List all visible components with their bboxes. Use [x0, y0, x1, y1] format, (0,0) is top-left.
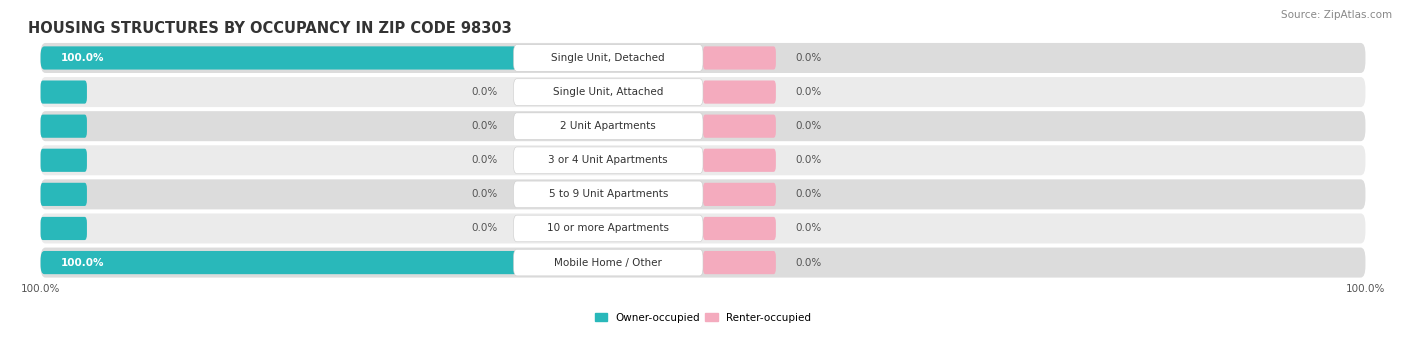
- Text: Single Unit, Attached: Single Unit, Attached: [553, 87, 664, 97]
- FancyBboxPatch shape: [41, 43, 1365, 73]
- Text: Source: ZipAtlas.com: Source: ZipAtlas.com: [1281, 10, 1392, 20]
- Legend: Owner-occupied, Renter-occupied: Owner-occupied, Renter-occupied: [591, 309, 815, 327]
- Text: Single Unit, Detached: Single Unit, Detached: [551, 53, 665, 63]
- FancyBboxPatch shape: [703, 183, 776, 206]
- Text: 2 Unit Apartments: 2 Unit Apartments: [561, 121, 657, 131]
- FancyBboxPatch shape: [41, 179, 1365, 209]
- FancyBboxPatch shape: [41, 149, 87, 172]
- Text: 3 or 4 Unit Apartments: 3 or 4 Unit Apartments: [548, 155, 668, 165]
- FancyBboxPatch shape: [41, 251, 517, 274]
- FancyBboxPatch shape: [41, 145, 1365, 175]
- FancyBboxPatch shape: [513, 147, 703, 174]
- Text: 0.0%: 0.0%: [796, 87, 823, 97]
- FancyBboxPatch shape: [703, 251, 776, 274]
- Text: 0.0%: 0.0%: [796, 257, 823, 268]
- FancyBboxPatch shape: [41, 115, 87, 138]
- Text: 0.0%: 0.0%: [796, 155, 823, 165]
- Text: 0.0%: 0.0%: [471, 87, 498, 97]
- FancyBboxPatch shape: [703, 115, 776, 138]
- FancyBboxPatch shape: [41, 213, 1365, 243]
- FancyBboxPatch shape: [703, 46, 776, 70]
- FancyBboxPatch shape: [703, 149, 776, 172]
- Text: HOUSING STRUCTURES BY OCCUPANCY IN ZIP CODE 98303: HOUSING STRUCTURES BY OCCUPANCY IN ZIP C…: [28, 21, 512, 36]
- Text: 0.0%: 0.0%: [796, 121, 823, 131]
- FancyBboxPatch shape: [513, 181, 703, 208]
- FancyBboxPatch shape: [513, 79, 703, 105]
- FancyBboxPatch shape: [41, 111, 1365, 141]
- Text: 0.0%: 0.0%: [796, 53, 823, 63]
- FancyBboxPatch shape: [41, 217, 87, 240]
- FancyBboxPatch shape: [513, 45, 703, 71]
- FancyBboxPatch shape: [41, 77, 1365, 107]
- Text: 0.0%: 0.0%: [796, 223, 823, 234]
- FancyBboxPatch shape: [513, 113, 703, 139]
- FancyBboxPatch shape: [41, 46, 517, 70]
- FancyBboxPatch shape: [513, 215, 703, 242]
- FancyBboxPatch shape: [41, 80, 87, 104]
- FancyBboxPatch shape: [513, 249, 703, 276]
- Text: 0.0%: 0.0%: [471, 121, 498, 131]
- FancyBboxPatch shape: [41, 183, 87, 206]
- FancyBboxPatch shape: [703, 80, 776, 104]
- Text: 0.0%: 0.0%: [471, 223, 498, 234]
- FancyBboxPatch shape: [41, 248, 1365, 278]
- FancyBboxPatch shape: [703, 217, 776, 240]
- Text: 10 or more Apartments: 10 or more Apartments: [547, 223, 669, 234]
- Text: Mobile Home / Other: Mobile Home / Other: [554, 257, 662, 268]
- Text: 100.0%: 100.0%: [60, 53, 104, 63]
- Text: 0.0%: 0.0%: [796, 189, 823, 199]
- Text: 0.0%: 0.0%: [471, 155, 498, 165]
- Text: 5 to 9 Unit Apartments: 5 to 9 Unit Apartments: [548, 189, 668, 199]
- Text: 0.0%: 0.0%: [471, 189, 498, 199]
- Text: 100.0%: 100.0%: [60, 257, 104, 268]
